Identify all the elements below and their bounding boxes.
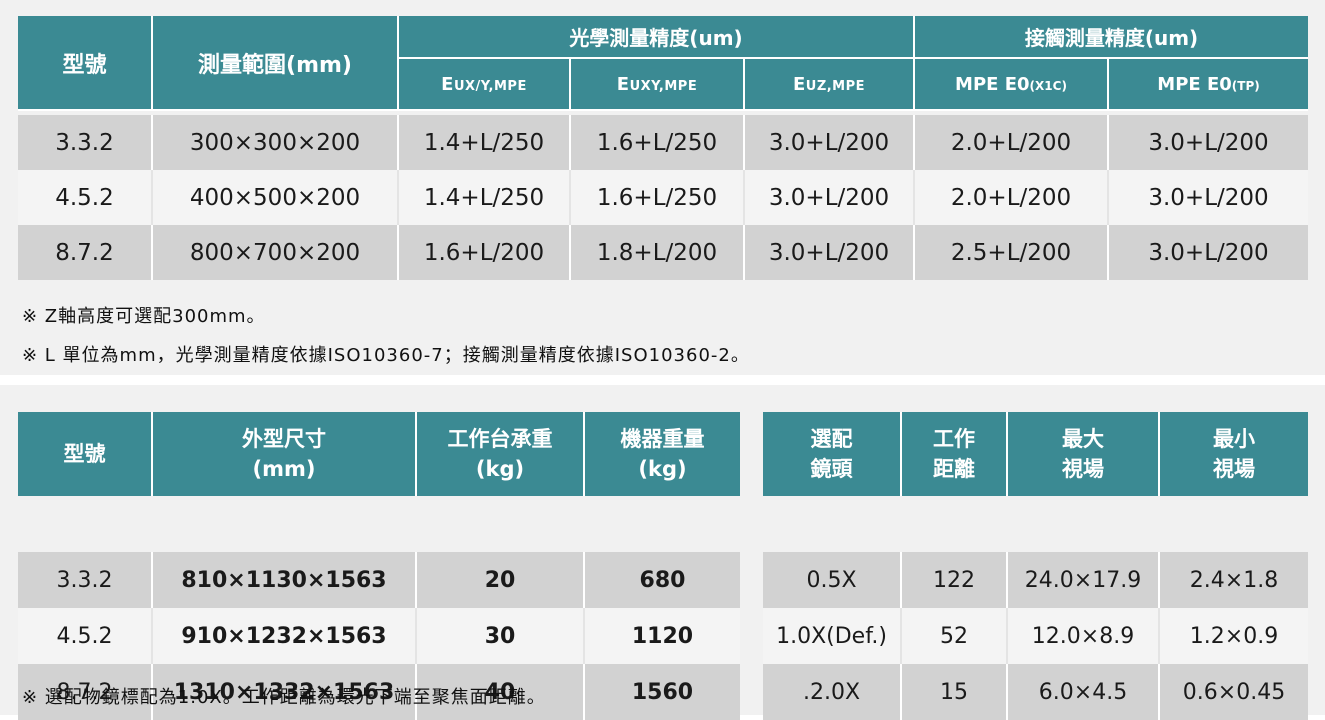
- cell-model: 3.3.2: [18, 552, 153, 608]
- cell-min-fov: 2.4×1.8: [1159, 552, 1308, 608]
- cell-model: 4.5.2: [18, 170, 153, 225]
- cell-lens: .2.0X: [763, 664, 902, 720]
- cell-range: 400×500×200: [152, 170, 399, 225]
- table-row: 4.5.2 910×1232×1563 30 1120: [18, 608, 740, 664]
- cell-max-fov: 6.0×4.5: [1007, 664, 1160, 720]
- header-stage-load: 工作台承重 (kg): [416, 412, 585, 496]
- lens-table: 選配 鏡頭 工作 距離 最大 視場 最小 視場 0.5X 122 24.0×17.9 2…: [763, 412, 1308, 720]
- table-row: 8.7.2 800×700×200 1.6+L/200 1.8+L/200 3.…: [18, 225, 1309, 280]
- header-optional-lens: 選配 鏡頭: [763, 412, 902, 496]
- cell-eux: 1.4+L/250: [398, 170, 571, 225]
- cell-stage-load: 40: [416, 664, 585, 720]
- cell-eux: 1.6+L/200: [398, 225, 571, 280]
- header-model: 型號: [18, 412, 153, 496]
- note-l-unit: ※ L 單位為mm，光學測量精度依據ISO10360-7；接觸測量精度依據ISO…: [22, 345, 750, 366]
- header-machine-weight: 機器重量 (kg): [584, 412, 740, 496]
- cell-max-fov: 12.0×8.9: [1007, 608, 1160, 664]
- cell-mpe-tp: 3.0+L/200: [1108, 170, 1309, 225]
- cell-euxy: 1.6+L/250: [570, 115, 745, 170]
- cell-lens: 0.5X: [763, 552, 902, 608]
- panel-divider: [0, 375, 1325, 385]
- header-max-fov: 最大 視場: [1007, 412, 1160, 496]
- note-z-axis: ※ Z軸高度可選配300mm。: [22, 306, 266, 327]
- header-mpe-tp: MPE E0(TP): [1108, 58, 1309, 111]
- cell-euxy: 1.8+L/200: [570, 225, 745, 280]
- cell-mpe-tp: 3.0+L/200: [1108, 115, 1309, 170]
- table-row: 4.5.2 400×500×200 1.4+L/250 1.6+L/250 3.…: [18, 170, 1309, 225]
- table-row: 3.3.2 300×300×200 1.4+L/250 1.6+L/250 3.…: [18, 115, 1309, 170]
- cell-model: 4.5.2: [18, 608, 153, 664]
- cell-model: 8.7.2: [18, 664, 153, 720]
- cell-machine-weight: 1560: [584, 664, 740, 720]
- cell-dimensions: 810×1130×1563: [152, 552, 417, 608]
- cell-min-fov: 1.2×0.9: [1159, 608, 1308, 664]
- header-mpe-x1c: MPE E0(X1C): [914, 58, 1109, 111]
- header-euxy: EUXY,MPE: [570, 58, 745, 111]
- cell-euz: 3.0+L/200: [744, 115, 915, 170]
- cell-model: 3.3.2: [18, 115, 153, 170]
- cell-euz: 3.0+L/200: [744, 170, 915, 225]
- table-row: 3.3.2 810×1130×1563 20 680: [18, 552, 740, 608]
- table-row: 0.5X 122 24.0×17.9 2.4×1.8: [763, 552, 1308, 608]
- cell-machine-weight: 680: [584, 552, 740, 608]
- table-row: 1.0X(Def.) 52 12.0×8.9 1.2×0.9: [763, 608, 1308, 664]
- cell-range: 800×700×200: [152, 225, 399, 280]
- header-measure-range: 測量範圍(mm): [152, 16, 399, 111]
- cell-dimensions: 1310×1332×1563: [152, 664, 417, 720]
- header-contact-accuracy: 接觸測量精度(um): [914, 16, 1309, 59]
- header-euz: EUZ,MPE: [744, 58, 915, 111]
- header-min-fov: 最小 視場: [1159, 412, 1308, 496]
- cell-working-distance: 52: [901, 608, 1008, 664]
- header-optical-accuracy: 光學測量精度(um): [398, 16, 915, 59]
- cell-working-distance: 15: [901, 664, 1008, 720]
- header-model: 型號: [18, 16, 153, 111]
- cell-mpe-tp: 3.0+L/200: [1108, 225, 1309, 280]
- cell-mpe-x1c: 2.0+L/200: [914, 170, 1109, 225]
- cell-model: 8.7.2: [18, 225, 153, 280]
- cell-stage-load: 20: [416, 552, 585, 608]
- cell-machine-weight: 1120: [584, 608, 740, 664]
- header-working-distance: 工作 距離: [901, 412, 1008, 496]
- accuracy-table: 型號 測量範圍(mm) 光學測量精度(um) 接觸測量精度(um) EUX/Y,…: [18, 16, 1309, 280]
- cell-range: 300×300×200: [152, 115, 399, 170]
- note-lens-default: ※ 選配物鏡標配為1.0X。工作距離為環光下端至聚焦面距離。: [22, 687, 546, 708]
- cell-mpe-x1c: 2.0+L/200: [914, 115, 1109, 170]
- header-dimensions: 外型尺寸 (mm): [152, 412, 417, 496]
- cell-euz: 3.0+L/200: [744, 225, 915, 280]
- header-eux: EUX/Y,MPE: [398, 58, 571, 111]
- cell-min-fov: 0.6×0.45: [1159, 664, 1308, 720]
- cell-euxy: 1.6+L/250: [570, 170, 745, 225]
- table-row: 8.7.2 1310×1332×1563 40 1560: [18, 664, 740, 720]
- cell-lens: 1.0X(Def.): [763, 608, 902, 664]
- cell-mpe-x1c: 2.5+L/200: [914, 225, 1109, 280]
- cell-eux: 1.4+L/250: [398, 115, 571, 170]
- cell-stage-load: 30: [416, 608, 585, 664]
- cell-dimensions: 910×1232×1563: [152, 608, 417, 664]
- table-row: .2.0X 15 6.0×4.5 0.6×0.45: [763, 664, 1308, 720]
- cell-working-distance: 122: [901, 552, 1008, 608]
- spec-table: 型號 外型尺寸 (mm) 工作台承重 (kg) 機器重量 (kg) 3.3.2 810…: [18, 412, 740, 720]
- cell-max-fov: 24.0×17.9: [1007, 552, 1160, 608]
